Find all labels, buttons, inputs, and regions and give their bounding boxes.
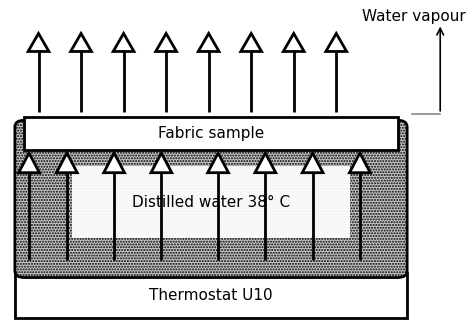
Polygon shape (255, 153, 276, 173)
Bar (24, 117, 398, 150)
Polygon shape (283, 34, 304, 51)
Bar (72, 166, 350, 238)
Polygon shape (104, 153, 125, 173)
Polygon shape (326, 34, 346, 51)
Polygon shape (156, 34, 176, 51)
Text: Distilled water 38° C: Distilled water 38° C (132, 195, 290, 210)
Polygon shape (71, 34, 91, 51)
Polygon shape (198, 34, 219, 51)
Bar (15, 273, 407, 318)
Polygon shape (18, 153, 39, 173)
Polygon shape (208, 153, 228, 173)
Text: Water vapour: Water vapour (363, 9, 466, 24)
Polygon shape (151, 153, 172, 173)
Polygon shape (349, 153, 370, 173)
Polygon shape (113, 34, 134, 51)
Polygon shape (56, 153, 77, 173)
Polygon shape (302, 153, 323, 173)
Polygon shape (28, 34, 49, 51)
Text: Thermostat U10: Thermostat U10 (149, 288, 273, 303)
Polygon shape (241, 34, 262, 51)
Text: Fabric sample: Fabric sample (158, 126, 264, 141)
FancyBboxPatch shape (15, 120, 407, 278)
